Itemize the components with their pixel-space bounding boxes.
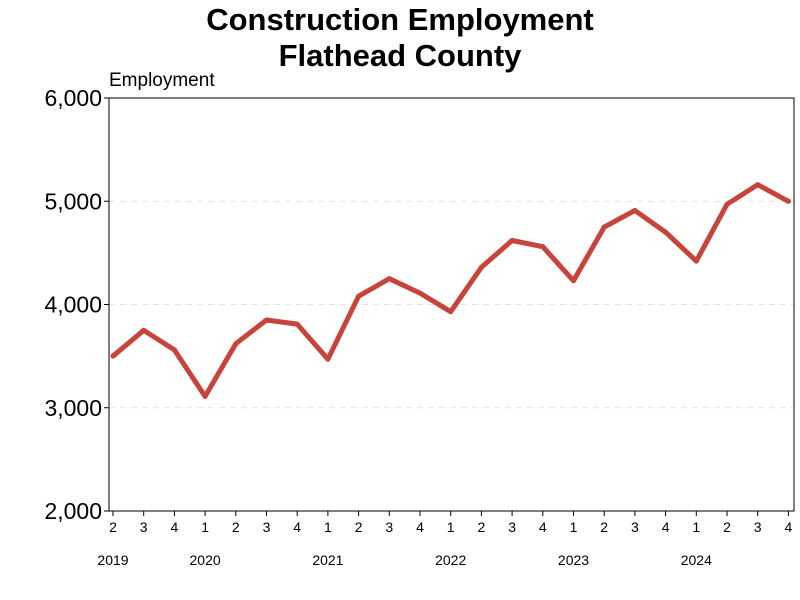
year-label: 2023 [558, 552, 589, 568]
data-point [663, 229, 669, 235]
data-point [785, 198, 791, 204]
data-point [601, 224, 607, 230]
data-point [724, 201, 730, 207]
x-tick-label: 2 [232, 519, 240, 535]
y-axis: 2,000 3,000 4,000 5,000 6,000 [44, 85, 109, 524]
data-point [540, 244, 546, 250]
data-point [632, 208, 638, 214]
x-tick-label: 4 [293, 519, 301, 535]
y-axis-label: Employment [109, 70, 215, 91]
year-label: 2024 [681, 552, 712, 568]
chart-title-line-2: Flathead County [278, 38, 522, 73]
series-layer [110, 182, 791, 399]
x-tick-label: 2 [478, 519, 486, 535]
y-tick-label: 4,000 [44, 292, 102, 318]
x-tick-label: 4 [662, 519, 670, 535]
x-tick-label: 2 [723, 519, 731, 535]
x-tick-label: 4 [416, 519, 424, 535]
x-tick-label: 1 [447, 519, 455, 535]
data-point [448, 309, 454, 315]
x-tick-label: 3 [508, 519, 516, 535]
y-tick-label: 6,000 [44, 85, 102, 111]
data-point [755, 182, 761, 188]
x-tick-label: 1 [201, 519, 209, 535]
data-point [356, 293, 362, 299]
data-point [417, 290, 423, 296]
data-point [141, 327, 147, 333]
x-tick-label: 4 [539, 519, 547, 535]
x-tick-label: 1 [570, 519, 578, 535]
grid-lines [109, 200, 794, 409]
x-tick-label: 3 [754, 519, 762, 535]
x-tick-label: 4 [785, 519, 793, 535]
x-tick-label: 1 [692, 519, 700, 535]
data-point [693, 258, 699, 264]
x-tick-label: 3 [140, 519, 148, 535]
y-tick-label: 2,000 [44, 498, 102, 524]
year-label: 2019 [97, 552, 128, 568]
data-point [233, 341, 239, 347]
data-point [171, 347, 177, 353]
year-label: 2022 [435, 552, 466, 568]
x-tick-label: 1 [324, 519, 332, 535]
series-line [110, 182, 791, 399]
data-point [202, 393, 208, 399]
y-tick-label: 5,000 [44, 188, 102, 214]
x-tick-label: 3 [263, 519, 271, 535]
data-point [110, 353, 116, 359]
x-tick-label: 4 [171, 519, 179, 535]
x-tick-label: 3 [385, 519, 393, 535]
x-axis: 2 3 4 1 2 3 4 1 2 3 4 1 2 3 4 1 2 3 4 1 2 3 4 2019 2020 2021 2022 2… [97, 511, 793, 568]
x-tick-label: 3 [631, 519, 639, 535]
data-point [571, 278, 576, 284]
data-point [509, 237, 515, 243]
x-tick-label: 2 [355, 519, 363, 535]
year-label: 2020 [190, 552, 221, 568]
x-tick-label: 2 [600, 519, 608, 535]
x-tick-label: 2 [109, 519, 117, 535]
y-tick-label: 3,000 [44, 395, 102, 421]
year-label: 2021 [312, 552, 343, 568]
chart-title-line-1: Construction Employment [206, 2, 594, 37]
data-point [325, 356, 331, 362]
data-point [294, 321, 300, 327]
data-point [386, 276, 392, 282]
data-point [478, 264, 484, 270]
chart-title: Construction Employment Flathead County [0, 2, 800, 74]
data-point [264, 317, 269, 323]
